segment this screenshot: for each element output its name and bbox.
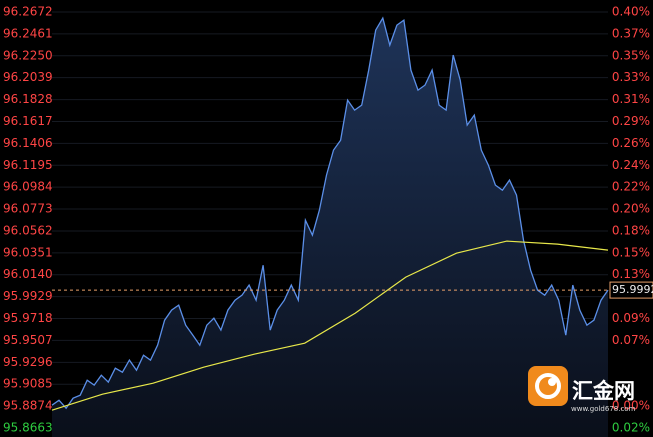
y-tick-label: 96.2461	[3, 26, 53, 40]
y-tick-label: 96.1828	[3, 92, 53, 106]
y2-tick-label: 0.29%	[612, 114, 650, 128]
y2-tick-label: 0.33%	[612, 70, 650, 84]
y-tick-label: 96.1195	[3, 158, 53, 172]
y-tick-label: 95.8874	[3, 399, 53, 413]
y-tick-label: 96.2039	[3, 70, 53, 84]
y-tick-label: 95.9507	[3, 333, 53, 347]
y2-tick-label: 0.24%	[612, 158, 650, 172]
y2-tick-label: 0.40%	[612, 5, 650, 19]
y2-tick-label: 0.13%	[612, 267, 650, 281]
logo-icon	[528, 366, 568, 406]
logo-url: www.gold678.com	[571, 405, 636, 413]
y-tick-label: 95.8663	[3, 421, 53, 435]
logo-text: 汇金网	[572, 379, 635, 403]
y-tick-label: 96.0773	[3, 202, 53, 216]
y2-tick-label: 0.07%	[612, 333, 650, 347]
y-tick-label: 96.0562	[3, 223, 53, 237]
y2-tick-label: 0.26%	[612, 136, 650, 150]
y-tick-label: 96.0140	[3, 267, 53, 281]
logo-dot	[548, 378, 556, 386]
y-tick-label: 96.0984	[3, 180, 53, 194]
y2-tick-label: 0.37%	[612, 26, 650, 40]
y2-tick-label: 0.09%	[612, 311, 650, 325]
y2-tick-label: 0.15%	[612, 245, 650, 259]
line	[51, 240, 609, 411]
y-tick-label: 95.9718	[3, 311, 53, 325]
y-tick-label: 95.9929	[3, 289, 53, 303]
y-tick-label: 96.1406	[3, 136, 53, 150]
y-tick-label: 96.1617	[3, 114, 53, 128]
y2-tick-label: 0.20%	[612, 202, 650, 216]
y-tick-label: 95.9296	[3, 355, 53, 369]
y2-tick-label: 0.35%	[612, 48, 650, 62]
y-tick-label: 95.9085	[3, 377, 53, 391]
last-price-label: 95.9992	[612, 283, 653, 296]
y2-tick-label: 0.00%	[612, 399, 650, 413]
y2-tick-label: 0.31%	[612, 92, 650, 106]
line	[51, 16, 609, 410]
plot: 96.2672 96.2461 96.2250 96.2039 96.1828 96.16…	[3, 5, 653, 437]
y2-tick-label: 0.02%	[612, 421, 650, 435]
y2-tick-label: 0.22%	[612, 180, 650, 194]
y-tick-label: 96.2672	[3, 5, 53, 19]
y2-tick-label: 0.18%	[612, 223, 650, 237]
y-tick-label: 96.2250	[3, 48, 53, 62]
last-price-box	[609, 281, 653, 299]
y-tick-label: 96.0351	[3, 245, 53, 259]
watermark: 汇金网 www.gold678.com	[528, 366, 636, 413]
logo-ring	[535, 373, 561, 399]
